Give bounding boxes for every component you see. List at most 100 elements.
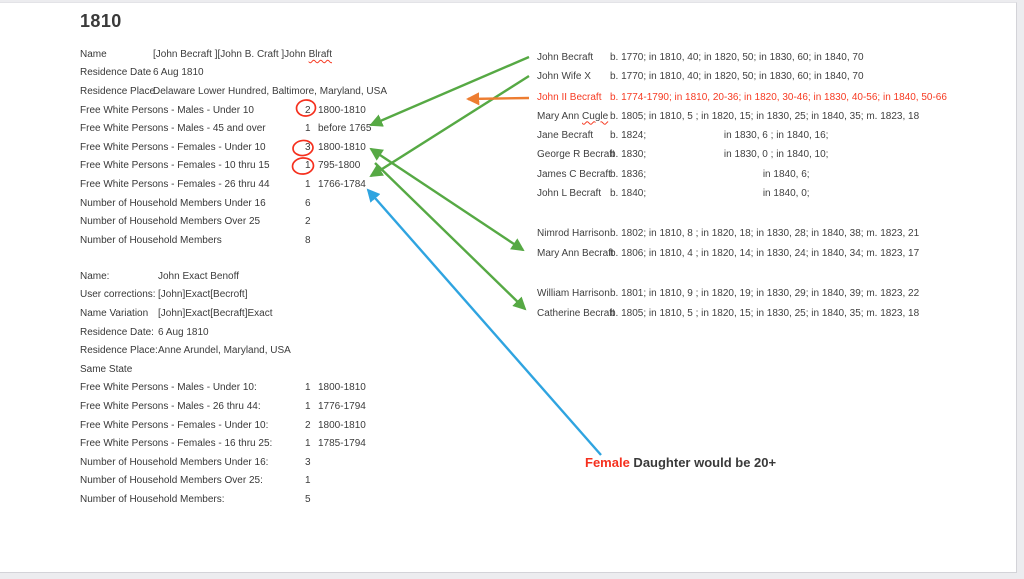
field-label: Name Variation: [80, 307, 149, 319]
person-timeline: b. 1805; in 1810, 5 ; in 1820, 15; in 18…: [610, 307, 920, 319]
census-count: 2: [305, 419, 311, 431]
field-label: Free White Persons - Females - 26 thru 4…: [80, 178, 270, 190]
census-count: 1: [305, 178, 311, 190]
field-label: Number of Household Members:: [80, 493, 225, 505]
record-row: Name: John Exact Benoff: [80, 267, 366, 286]
census-row: Free White Persons - Females - Under 10 …: [80, 138, 387, 157]
field-value: 6 Aug 1810: [158, 326, 209, 338]
census-count: 3: [305, 456, 311, 468]
person-row-highlighted: John II Becraft b. 1774-1790; in 1810, 2…: [537, 90, 947, 104]
person-name: James C Becraft: [537, 168, 611, 180]
person-row: Catherine Becraft b. 1805; in 1810, 5 ; …: [537, 306, 919, 320]
field-label: Residence Place: [80, 85, 156, 97]
note-text: Daughter would be 20+: [629, 455, 777, 470]
person-row: George R Becraft b. 1830; in 1830, 0 ; i…: [537, 147, 828, 161]
birth-range: 1800-1810: [318, 104, 366, 116]
record-row: Name Variation [John]Exact[Becraft]Exact: [80, 304, 366, 323]
census-record-1810-anne-arundel: Name: John Exact Benoff User corrections…: [80, 267, 366, 509]
field-label: Name:: [80, 270, 110, 282]
field-label: Same State: [80, 363, 133, 375]
field-label: Number of Household Members: [80, 234, 222, 246]
field-label: Number of Household Members Over 25: [80, 216, 261, 228]
census-count: 2: [305, 104, 311, 116]
person-row: John Becraft b. 1770; in 1810, 40; in 18…: [537, 50, 864, 64]
person-name: John II Becraft: [537, 91, 602, 103]
person-timeline: b. 1806; in 1810, 4 ; in 1820, 14; in 18…: [610, 247, 920, 259]
person-row: Nimrod Harrison b. 1802; in 1810, 8 ; in…: [537, 226, 919, 240]
census-count: 1: [305, 400, 311, 412]
census-count: 1: [305, 123, 311, 135]
person-timeline: b. 1774-1790; in 1810, 20-36; in 1820, 3…: [610, 91, 947, 103]
field-label: Residence Date: [80, 67, 152, 79]
person-name: Mary Ann Becraft: [537, 247, 614, 259]
person-timeline: b. 1824; in 1830, 6 ; in 1840, 16;: [610, 129, 829, 141]
person-timeline: b. 1770; in 1810, 40; in 1820, 50; in 18…: [610, 70, 864, 82]
misspelled-name: Cugle: [582, 110, 609, 122]
field-value: John Exact Benoff: [158, 270, 239, 282]
birth-range: 1785-1794: [318, 438, 366, 450]
census-row: Free White Persons - Males - 45 and over…: [80, 119, 387, 138]
research-note: Female Daughter would be 20+: [585, 455, 776, 470]
person-timeline: b. 1840; in 1840, 0;: [610, 187, 810, 199]
record-row: Residence Place: Anne Arundel, Maryland,…: [80, 341, 366, 360]
field-label: Free White Persons - Females - Under 10:: [80, 419, 269, 431]
field-value: [John]Exact[Becraft]Exact: [158, 307, 273, 319]
census-count: 5: [305, 493, 311, 505]
census-row: Free White Persons - Females - 16 thru 2…: [80, 434, 366, 453]
census-row: Free White Persons - Males - Under 10 2 …: [80, 101, 387, 120]
census-count: 1: [305, 475, 311, 487]
person-name: John Becraft: [537, 51, 594, 63]
census-row: Free White Persons - Males - Under 10: 1…: [80, 379, 366, 398]
field-label: Free White Persons - Males - Under 10: [80, 104, 254, 116]
birth-range: 1800-1810: [318, 141, 366, 153]
census-count: 1: [305, 160, 311, 172]
page-title: 1810: [80, 11, 122, 31]
person-row: James C Becraft b. 1836; in 1840, 6;: [537, 167, 810, 181]
census-row: Number of Household Members Over 25 2: [80, 212, 387, 231]
census-count: 8: [305, 234, 311, 246]
census-row: Number of Household Members Over 25: 1: [80, 472, 366, 491]
field-label: Residence Place:: [80, 345, 158, 357]
note-highlight: Female: [585, 455, 630, 470]
field-value: Anne Arundel, Maryland, USA: [158, 345, 291, 357]
person-row: John Wife X b. 1770; in 1810, 40; in 182…: [537, 69, 864, 83]
birth-range: 1800-1810: [318, 419, 366, 431]
person-name: Jane Becraft: [537, 129, 594, 141]
census-row: Number of Household Members Under 16: 3: [80, 453, 366, 472]
field-value: 6 Aug 1810: [153, 67, 204, 79]
census-count: 6: [305, 197, 311, 209]
census-count: 2: [305, 216, 311, 228]
field-value: [John Becraft ][John B. Craft ]John: [153, 48, 309, 60]
field-label: Number of Household Members Under 16:: [80, 456, 269, 468]
person-row: John L Becraft b. 1840; in 1840, 0;: [537, 186, 810, 200]
field-label: Name: [80, 48, 107, 60]
record-row: Same State: [80, 360, 366, 379]
field-value: Delaware Lower Hundred, Baltimore, Maryl…: [153, 85, 387, 97]
census-row: Free White Persons - Females - 26 thru 4…: [80, 175, 387, 194]
person-name: George R Becraft: [537, 148, 615, 160]
record-row: User corrections: [John]Exact[Becroft]: [80, 286, 366, 305]
census-row: Number of Household Members Under 16 6: [80, 194, 387, 213]
person-name: Nimrod Harrison: [537, 227, 610, 239]
birth-range: 1776-1794: [318, 400, 366, 412]
person-timeline: b. 1830; in 1830, 0 ; in 1840, 10;: [610, 148, 829, 160]
person-name: Catherine Becraft: [537, 307, 615, 319]
person-name: John Wife X: [537, 70, 591, 82]
census-row: Free White Persons - Males - 26 thru 44:…: [80, 397, 366, 416]
birth-range: before 1765: [318, 123, 372, 135]
person-row: William Harrison b. 1801; in 1810, 9 ; i…: [537, 286, 919, 300]
field-label: Residence Date:: [80, 326, 154, 338]
birth-range: 1766-1784: [318, 178, 366, 190]
field-label: Free White Persons - Females - Under 10: [80, 141, 266, 153]
person-timeline: b. 1805; in 1810, 5 ; in 1820, 15; in 18…: [610, 110, 920, 122]
person-timeline: b. 1836; in 1840, 6;: [610, 168, 810, 180]
person-name: Mary Ann Cugle: [537, 110, 609, 122]
census-count: 3: [305, 141, 311, 153]
birth-range: 1800-1810: [318, 382, 366, 394]
person-row: Mary Ann Cugle b. 1805; in 1810, 5 ; in …: [537, 109, 919, 123]
record-row: Residence Date 6 Aug 1810: [80, 64, 387, 83]
birth-range: 795-1800: [318, 160, 361, 172]
person-row: Mary Ann Becraft b. 1806; in 1810, 4 ; i…: [537, 246, 919, 260]
field-label: Free White Persons - Males - 26 thru 44:: [80, 400, 261, 412]
census-record-1810-delaware: Name [John Becraft ][John B. Craft ]John…: [80, 45, 387, 250]
